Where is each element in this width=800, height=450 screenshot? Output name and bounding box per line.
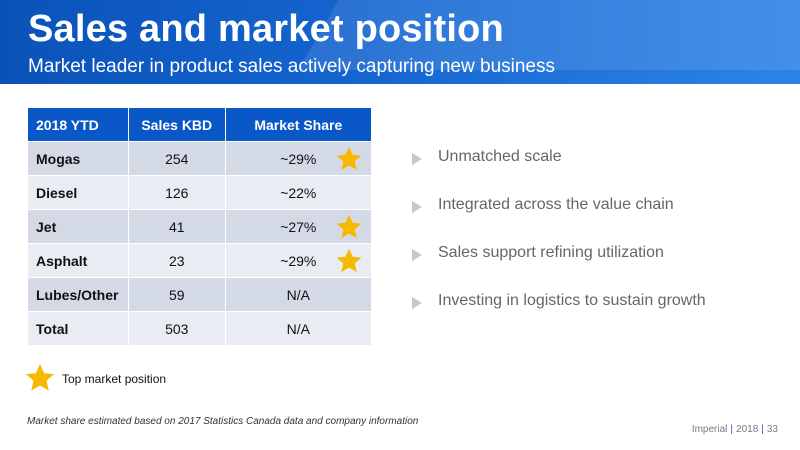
sales-cell: 126 [127, 175, 226, 210]
sales-cell: 254 [127, 141, 226, 176]
share-cell: ~29% [224, 141, 373, 176]
footnote: Market share estimated based on 2017 Sta… [27, 416, 419, 427]
sales-cell: 23 [127, 243, 226, 278]
footer-divider: | [761, 424, 764, 435]
share-value: N/A [286, 286, 310, 303]
sales-cell: 41 [127, 209, 226, 244]
bullet-text: Investing in logistics to sustain growth [438, 292, 706, 309]
legend-label: Top market position [62, 372, 167, 386]
page-footer: Imperial | 2018 | 33 [692, 424, 778, 435]
footer-divider: | [730, 424, 734, 435]
share-value: N/A [286, 320, 310, 337]
list-item: Investing in logistics to sustain growth [412, 292, 706, 340]
list-item: Integrated across the value chain [412, 196, 706, 244]
product-cell: Lubes/Other [27, 277, 129, 312]
list-item: Sales support refining utilization [412, 244, 706, 292]
share-cell: ~22% [224, 175, 373, 210]
table-row: Lubes/Other 59 N/A [27, 277, 373, 312]
share-value: ~22% [280, 184, 317, 201]
star-icon [26, 364, 54, 391]
share-value: ~29% [280, 150, 317, 167]
table-row: Mogas 254 ~29% [27, 141, 373, 176]
share-cell: N/A [224, 311, 373, 346]
bullet-text: Unmatched scale [438, 148, 562, 165]
table-row: Diesel 126 ~22% [27, 175, 373, 210]
page-subtitle: Market leader in product sales actively … [28, 56, 555, 77]
sales-table: 2018 YTD Sales KBD Market Share Mogas 25… [27, 107, 373, 346]
column-header-sales: Sales KBD [127, 107, 226, 142]
column-header-period: 2018 YTD [27, 107, 129, 142]
footer-year: 2018 [736, 424, 759, 435]
share-cell: N/A [224, 277, 373, 312]
share-cell: ~29% [224, 243, 373, 278]
product-cell: Jet [27, 209, 129, 244]
bullet-arrow-icon [412, 249, 422, 261]
page-number: 33 [766, 424, 778, 435]
product-cell: Total [27, 311, 129, 346]
product-cell: Asphalt [27, 243, 129, 278]
column-header-share: Market Share [224, 107, 373, 142]
star-icon [336, 146, 362, 171]
sales-cell: 59 [127, 277, 226, 312]
key-points-list: Unmatched scale Integrated across the va… [412, 148, 706, 340]
title-banner: Sales and market position Market leader … [0, 0, 800, 84]
table-row: Asphalt 23 ~29% [27, 243, 373, 278]
bullet-arrow-icon [412, 201, 422, 213]
bullet-arrow-icon [412, 153, 422, 165]
bullet-text: Sales support refining utilization [438, 244, 664, 261]
share-value: ~29% [280, 252, 317, 269]
table-row-total: Total 503 N/A [27, 311, 373, 346]
star-icon [336, 248, 362, 273]
share-cell: ~27% [224, 209, 373, 244]
bullet-arrow-icon [412, 297, 422, 309]
page-title: Sales and market position [28, 8, 504, 50]
list-item: Unmatched scale [412, 148, 706, 196]
sales-cell: 503 [127, 311, 226, 346]
table-header-row: 2018 YTD Sales KBD Market Share [27, 107, 373, 142]
product-cell: Diesel [27, 175, 129, 210]
table-row: Jet 41 ~27% [27, 209, 373, 244]
bullet-text: Integrated across the value chain [438, 196, 674, 213]
star-icon [336, 214, 362, 239]
footer-company: Imperial [691, 424, 728, 435]
share-value: ~27% [280, 218, 317, 235]
product-cell: Mogas [27, 141, 129, 176]
